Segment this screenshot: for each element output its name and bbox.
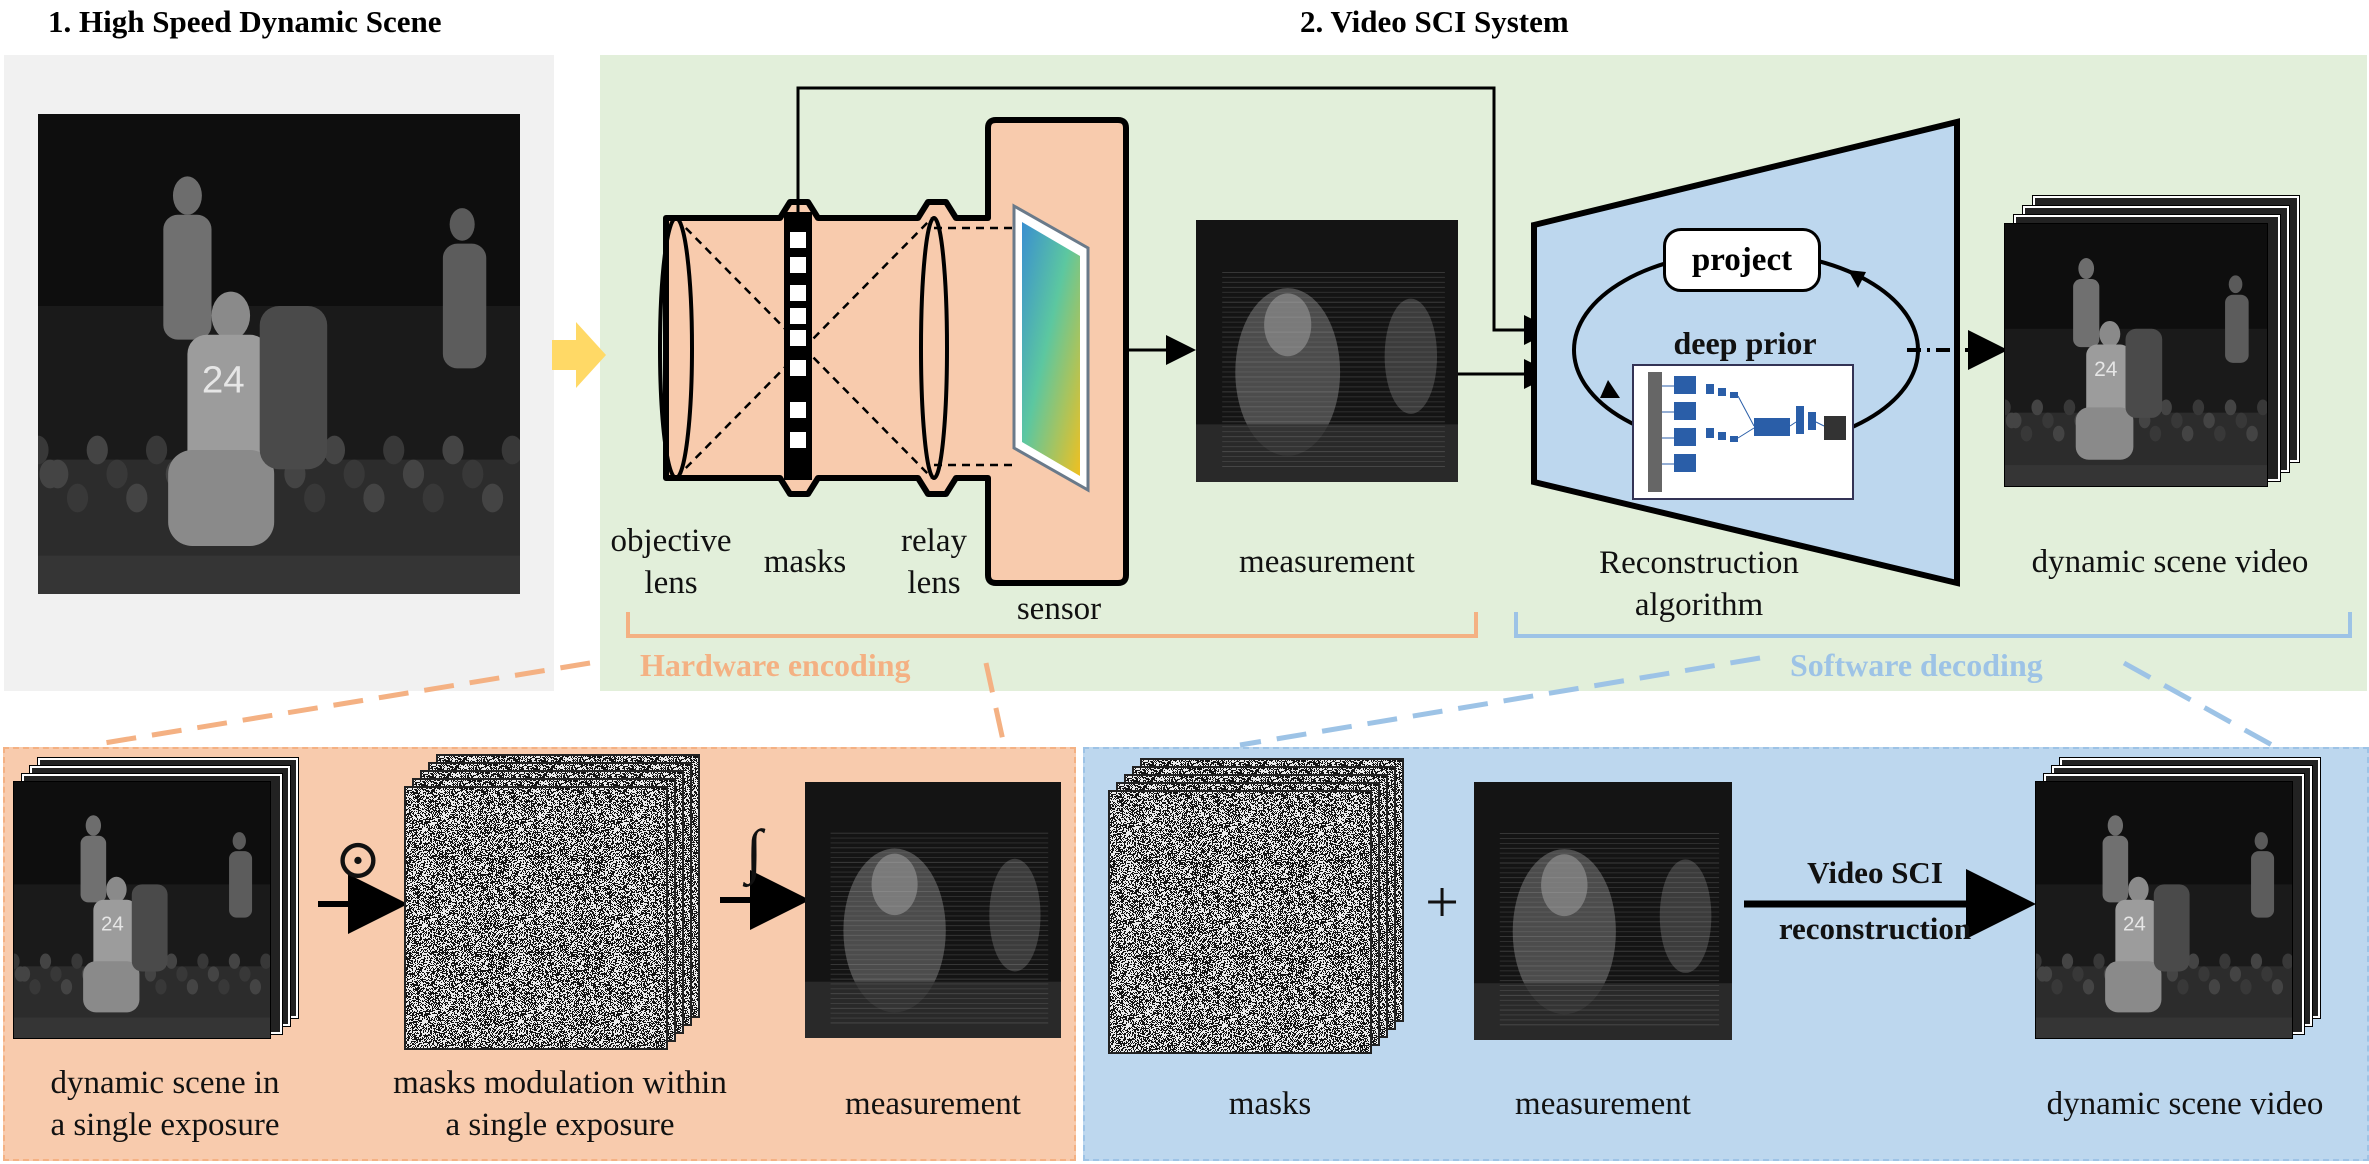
project-label: project <box>1691 241 1793 278</box>
masks-label: masks <box>763 544 847 580</box>
encoding-measurement-label: measurement <box>845 1086 1021 1122</box>
camera-body <box>663 117 1129 586</box>
svg-text:24: 24 <box>202 358 245 401</box>
decoding-output-label: dynamic scene video <box>2046 1086 2324 1122</box>
relay-lens-icon <box>919 216 949 480</box>
decoding-masks-stack <box>1108 758 1414 1068</box>
software-decoding-label: Software decoding <box>1790 647 2043 683</box>
decoding-measurement-image <box>1474 782 1732 1040</box>
svg-text:24: 24 <box>2094 358 2118 381</box>
encoding-masks-label: masks modulation within a single exposure <box>393 1065 727 1143</box>
software-bracket <box>1514 612 2352 638</box>
input-arrow-icon <box>552 322 606 388</box>
output-video-label: dynamic scene video <box>2031 544 2309 580</box>
decoding-masks-label: masks <box>1228 1086 1312 1122</box>
objective-lens-label: objective lens <box>610 523 732 601</box>
svg-text:24: 24 <box>2123 912 2146 935</box>
decoding-measurement-label: measurement <box>1515 1086 1691 1122</box>
reconstruction-label: Reconstruction algorithm <box>1599 545 1799 623</box>
measurement-label: measurement <box>1239 544 1415 580</box>
hadamard-product-icon: ⊙ <box>334 829 382 891</box>
encoding-scene-label: dynamic scene in a single exposure <box>50 1065 280 1143</box>
sensor-label: sensor <box>1016 591 1102 627</box>
decoding-output-stack: 24 <box>2035 757 2346 1064</box>
hardware-encoding-label: Hardware encoding <box>640 647 911 683</box>
deep-prior-label: deep prior <box>1673 325 1817 361</box>
integral-icon: ∫ <box>745 818 763 884</box>
deep-prior-network-diagram <box>1632 364 1854 500</box>
encoding-measurement-image <box>805 782 1061 1038</box>
output-video-stack: 24 <box>2004 195 2325 498</box>
measurement-image <box>1196 220 1458 482</box>
hardware-bracket <box>626 612 1478 638</box>
plus-icon: + <box>1425 869 1459 935</box>
encoding-scene-stack: 24 <box>13 757 314 1064</box>
svg-text:24: 24 <box>101 912 124 935</box>
video-sci-reconstruction-label-2: reconstruction <box>1778 911 1972 946</box>
encoding-masks-stack <box>404 754 710 1064</box>
scene-title: 1. High Speed Dynamic Scene <box>48 4 442 39</box>
dynamic-scene-image: 24 <box>38 114 520 594</box>
relay-lens-label: relay lens <box>901 523 967 601</box>
project-box: project <box>1663 228 1821 292</box>
system-title: 2. Video SCI System <box>1300 4 1569 39</box>
video-sci-reconstruction-label: Video SCI <box>1807 855 1943 890</box>
